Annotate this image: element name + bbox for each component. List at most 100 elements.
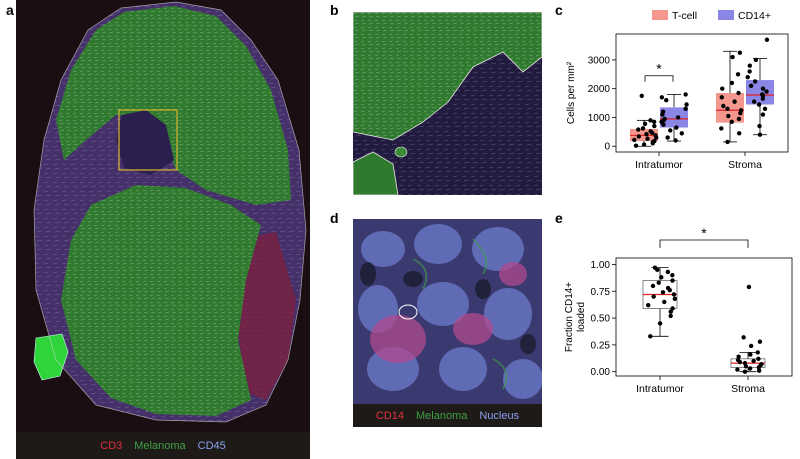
data-point — [650, 283, 656, 289]
data-point — [735, 72, 741, 77]
data-point — [757, 132, 763, 137]
data-point — [748, 352, 753, 357]
plot-frame — [615, 257, 793, 377]
y-axis-label: Fraction CD14+loaded — [564, 282, 587, 352]
legend-melanoma: Melanoma — [134, 439, 186, 452]
data-point — [648, 118, 653, 123]
data-point — [674, 125, 679, 130]
data-point — [751, 99, 757, 104]
data-point — [745, 74, 750, 80]
data-point — [665, 135, 670, 140]
data-point — [660, 109, 666, 114]
data-point — [752, 79, 758, 84]
data-point — [652, 265, 658, 270]
data-point — [729, 119, 734, 124]
data-point — [726, 113, 731, 119]
panel-letter-c: c — [555, 2, 563, 18]
data-point — [762, 106, 768, 112]
significance-bracket — [659, 239, 749, 248]
data-point — [755, 350, 760, 355]
data-point — [729, 80, 735, 86]
data-point — [738, 108, 744, 113]
panel-b-image — [352, 11, 543, 196]
x-tick-label: Stroma — [728, 159, 762, 171]
data-point — [659, 275, 664, 280]
data-point — [633, 143, 639, 148]
data-point — [653, 133, 658, 138]
data-point — [662, 116, 667, 122]
data-point — [644, 131, 649, 137]
panel-a-legend-bar: CD3 Melanoma CD45 — [16, 432, 310, 459]
data-point — [671, 292, 677, 297]
data-point — [760, 112, 766, 117]
cd14-micrograph — [353, 219, 543, 404]
cell-outline — [398, 304, 418, 320]
data-point — [747, 366, 753, 371]
data-point — [683, 106, 688, 112]
data-point — [747, 69, 752, 74]
legend-label: T-cell — [672, 10, 697, 22]
panel-d-legend-bar: CD14 Melanoma Nucleus — [353, 404, 542, 427]
data-point — [737, 50, 743, 55]
chart-fraction-cd14-loaded: 0.00 0.25 0.50 0.75 1.00 Fraction CD14+loaded… — [564, 225, 793, 395]
data-point — [748, 83, 754, 89]
data-point — [652, 123, 657, 129]
data-point — [660, 290, 666, 295]
y-tick-label: 3000 — [588, 55, 611, 66]
data-point — [719, 95, 724, 100]
legend-cd45: CD45 — [197, 439, 226, 452]
data-point — [757, 339, 763, 344]
data-point — [670, 272, 675, 278]
data-point — [659, 95, 665, 100]
y-tick-label: 1.00 — [591, 260, 611, 271]
data-point — [648, 129, 653, 134]
legend-cd3: CD3 — [100, 439, 123, 452]
panel-a-image — [16, 0, 310, 432]
data-point — [632, 137, 637, 143]
data-point — [668, 128, 673, 133]
y-tick-label: 0.75 — [591, 287, 611, 298]
data-point — [642, 121, 648, 126]
data-point — [664, 97, 669, 103]
data-point — [759, 362, 764, 367]
y-tick-label: 0.25 — [591, 340, 611, 351]
x-tick-label: Intratumor — [636, 383, 684, 395]
data-point — [736, 116, 742, 122]
significance-star: * — [656, 61, 662, 77]
x-tick-label: Stroma — [731, 383, 765, 395]
data-point — [753, 57, 759, 63]
whole-slide-micrograph — [16, 0, 310, 432]
data-point — [679, 131, 684, 136]
data-point — [673, 138, 678, 143]
data-point — [665, 285, 671, 291]
data-point — [746, 284, 752, 290]
plot-frame — [615, 33, 789, 153]
data-point — [645, 136, 650, 141]
data-point — [730, 54, 735, 60]
data-point — [636, 127, 641, 132]
data-point — [640, 126, 646, 131]
data-point — [665, 269, 671, 275]
data-point — [675, 115, 681, 120]
x-tick-label: Intratumor — [635, 159, 683, 171]
data-point — [662, 299, 667, 305]
y-tick-label: 1000 — [588, 113, 611, 124]
data-point — [670, 278, 675, 283]
panel-letter-d: d — [330, 210, 339, 226]
data-point — [657, 321, 663, 326]
legend-cd14: CD14 — [375, 409, 404, 422]
data-point — [751, 358, 756, 364]
data-point — [760, 86, 766, 91]
data-point — [736, 354, 741, 359]
significance-star: * — [701, 225, 707, 241]
data-point — [651, 119, 657, 124]
y-tick-label: 2000 — [588, 84, 611, 95]
data-point — [735, 367, 740, 372]
panel-d-image — [353, 219, 543, 404]
data-point — [719, 126, 724, 131]
panel-letter-b: b — [330, 2, 339, 18]
data-point — [760, 92, 765, 97]
legend-melanoma-d: Melanoma — [416, 409, 468, 422]
data-point — [756, 102, 762, 107]
data-point — [636, 134, 642, 139]
